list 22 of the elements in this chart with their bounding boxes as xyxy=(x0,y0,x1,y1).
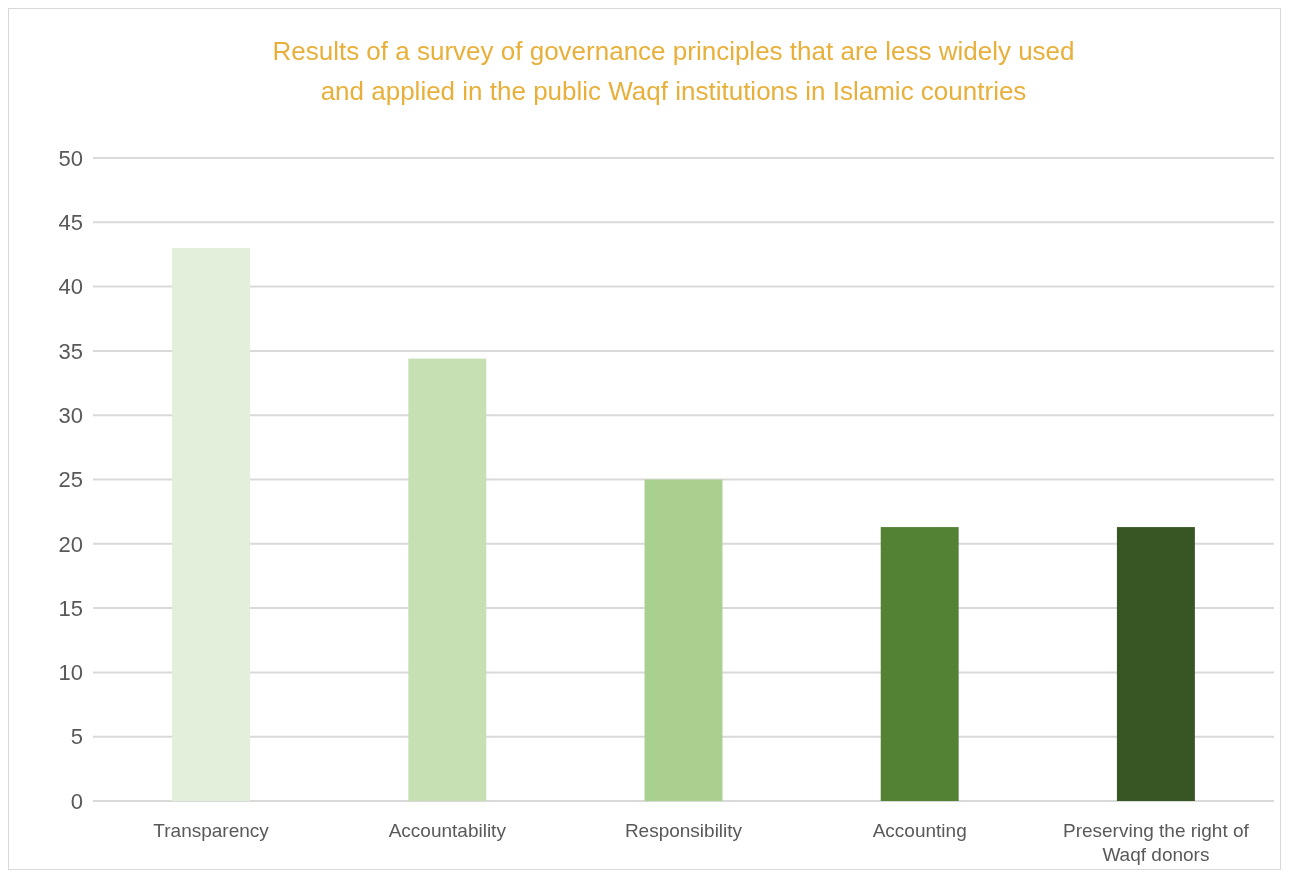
x-tick-label: Transparency xyxy=(153,820,270,841)
y-tick-label: 10 xyxy=(58,660,83,686)
y-tick-label: 20 xyxy=(58,531,83,557)
bar xyxy=(1116,527,1195,801)
y-tick-label: 25 xyxy=(58,467,83,493)
y-tick-label: 5 xyxy=(70,724,83,750)
y-tick-label: 45 xyxy=(58,210,83,235)
y-tick-label: 15 xyxy=(58,595,83,621)
bar xyxy=(880,527,959,801)
y-tick-label: 30 xyxy=(58,402,83,428)
chart-title: Results of a survey of governance principles that are less widely used and applied in the public Waqf institutions in Islamic countries xyxy=(272,36,1075,106)
y-tick-label: 0 xyxy=(70,788,83,814)
y-tick-label: 35 xyxy=(58,338,83,364)
x-tick-label: Responsibility xyxy=(624,820,743,841)
bar xyxy=(644,479,723,801)
y-tick-label: 50 xyxy=(58,145,83,171)
x-tick-label: Preserving the right of Waqf donors xyxy=(1062,820,1250,865)
bar xyxy=(172,248,251,801)
x-tick-label: Accountability xyxy=(388,820,507,841)
bar xyxy=(408,358,487,801)
y-tick-label: 40 xyxy=(58,274,83,300)
x-tick-label: Accounting xyxy=(872,820,967,841)
